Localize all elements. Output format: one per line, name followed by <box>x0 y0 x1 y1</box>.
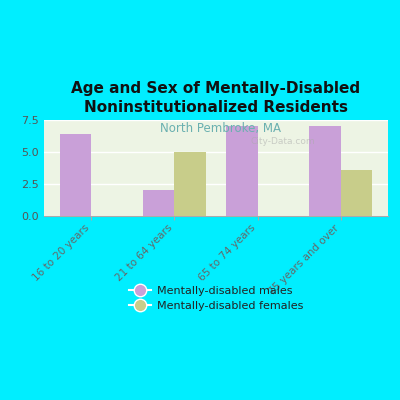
Bar <box>226 126 258 216</box>
Bar <box>143 190 174 216</box>
Bar <box>60 134 91 216</box>
Text: City-Data.com: City-Data.com <box>250 137 315 146</box>
Bar <box>341 170 372 216</box>
Bar <box>174 152 206 216</box>
Bar <box>309 126 341 216</box>
Legend: Mentally-disabled males, Mentally-disabled females: Mentally-disabled males, Mentally-disabl… <box>124 281 308 316</box>
Title: Age and Sex of Mentally-Disabled
Noninstitutionalized Residents: Age and Sex of Mentally-Disabled Noninst… <box>72 81 360 115</box>
Text: North Pembroke, MA: North Pembroke, MA <box>160 122 280 135</box>
